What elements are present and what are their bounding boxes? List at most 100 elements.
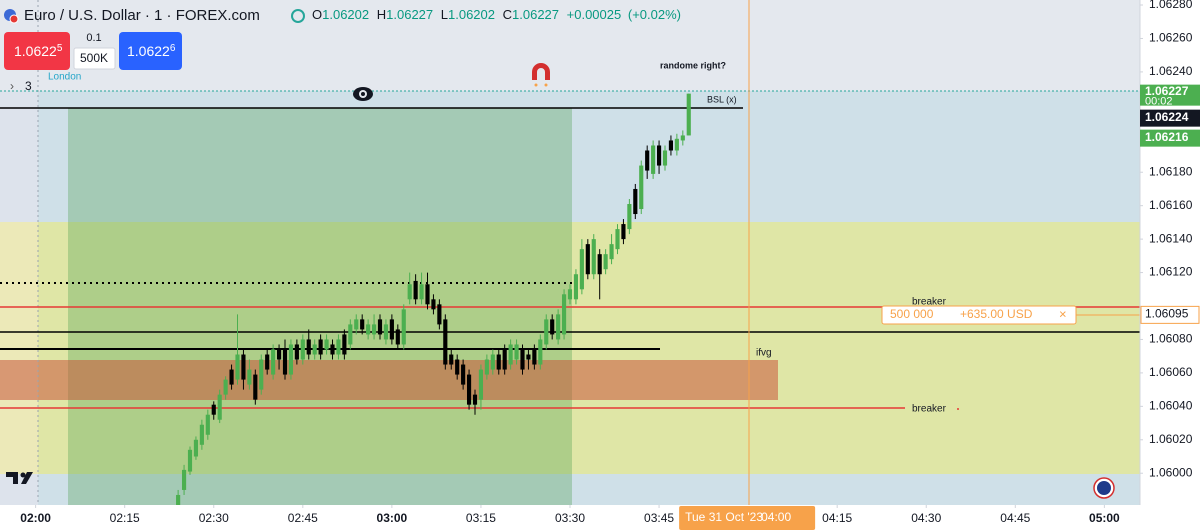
trade-panel: 1.06225 0.1 500K 1.06226 — [4, 32, 182, 70]
y-tick-label: 1.06060 — [1149, 365, 1193, 379]
y-tick-label: 1.06080 — [1149, 332, 1193, 346]
candle-body — [443, 319, 448, 365]
x-tick-label: 02:15 — [110, 511, 140, 525]
market-status[interactable] — [291, 9, 305, 23]
candle-body — [181, 469, 187, 490]
candle-body — [271, 349, 276, 375]
y-tick-label: 1.06160 — [1149, 198, 1193, 212]
candle-body — [366, 324, 371, 335]
x-tick-label: 04:30 — [911, 511, 941, 525]
y-tick-label: 1.06000 — [1149, 465, 1193, 479]
candle-body — [609, 244, 614, 260]
y-tick-label: 1.06020 — [1149, 432, 1193, 446]
x-tick-label: 03:30 — [555, 511, 585, 525]
candle-body — [389, 319, 394, 340]
buy-price[interactable]: 1.06226 — [127, 43, 176, 59]
magnet-icon — [532, 63, 550, 87]
collapse-arrow[interactable]: › — [10, 79, 14, 93]
sell-button[interactable] — [4, 32, 70, 70]
last-price-label: 1.06227 — [1145, 84, 1189, 98]
candle-body — [680, 135, 685, 141]
candle-body — [674, 138, 679, 151]
plot-background — [0, 0, 1140, 505]
candle-body — [472, 394, 478, 405]
candle-body — [662, 150, 668, 166]
x-tick-label: 05:00 — [1089, 511, 1120, 525]
sell-pip: 5 — [57, 43, 63, 54]
candle-body — [651, 145, 656, 174]
y-tick-label: 1.06260 — [1149, 31, 1193, 45]
candle-body — [579, 249, 584, 290]
eye-icon[interactable] — [353, 87, 373, 101]
candle-body — [342, 334, 347, 355]
candle-body — [401, 309, 406, 345]
time-axis[interactable] — [0, 505, 1140, 531]
candle-body — [526, 354, 531, 360]
quantity-box[interactable] — [73, 47, 116, 70]
sell-price[interactable]: 1.06225 — [14, 43, 63, 59]
buy-button[interactable] — [119, 32, 182, 70]
candle-body — [455, 359, 460, 375]
axis-labels: 1.06000 1.06020 1.06040 1.06060 1.06080 1.061… — [20, 0, 1192, 525]
candle-body — [265, 354, 270, 370]
candle-body — [603, 254, 608, 270]
x-tick-label: 02:45 — [288, 511, 318, 525]
symbol-flag — [9, 14, 19, 24]
tv-logo[interactable] — [6, 472, 33, 484]
candle-body — [490, 354, 495, 370]
globe-icon[interactable] — [1093, 477, 1115, 499]
candle-body — [371, 324, 377, 335]
candle-body — [336, 339, 341, 355]
legend-key: L — [441, 7, 448, 22]
legend-key: O — [312, 7, 322, 22]
last-price-box — [1140, 84, 1200, 106]
candle-body — [466, 374, 472, 405]
candle-body — [300, 339, 305, 360]
candle-body — [627, 204, 632, 230]
candle-body — [193, 439, 199, 457]
candle-body — [461, 364, 466, 385]
x-tick-label: 03:00 — [377, 511, 408, 525]
candle-body — [318, 339, 323, 355]
symbol-title[interactable]: Euro / U.S. Dollar · 1 · FOREX.com — [24, 7, 260, 24]
quantity[interactable]: 500K — [80, 51, 108, 65]
sell-price-main: 1.0622 — [14, 43, 57, 59]
candle-body — [229, 369, 234, 385]
y-tick-label: 1.06120 — [1149, 265, 1193, 279]
legend-value: 1.06202 — [322, 7, 369, 22]
indicator-count[interactable]: 3 — [25, 79, 32, 93]
candle-body — [633, 188, 638, 215]
y-tick-label: 1.06140 — [1149, 231, 1193, 245]
candle-body — [241, 354, 246, 380]
candle-body — [645, 150, 650, 171]
breaker-label: breaker — [912, 404, 947, 415]
position-price-box — [1140, 305, 1200, 324]
position-close[interactable]: × — [1059, 306, 1067, 321]
legend-value: 1.06227 — [512, 7, 559, 22]
note-label: randome right? — [660, 60, 726, 70]
legend-value: 1.06227 — [386, 7, 433, 22]
quantity-step: 0.1 — [86, 32, 101, 44]
price-label: 1.06224 — [1145, 110, 1189, 124]
candle-body — [508, 344, 513, 365]
position-tool[interactable]: 500 000 +635.00 USD × — [881, 305, 1140, 325]
position-pnl: +635.00 USD — [960, 307, 1033, 321]
candle-body — [211, 404, 216, 415]
breaker-dot — [957, 408, 959, 410]
candle-body — [205, 414, 210, 435]
candle-body — [288, 344, 294, 375]
y-tick-label: 1.06180 — [1149, 164, 1193, 178]
candle-body — [425, 284, 430, 305]
legend-change-pct: (+0.02%) — [628, 7, 681, 22]
y-tick-label: 1.06240 — [1149, 64, 1193, 78]
bsl-label: BSL (x) — [707, 94, 737, 104]
legend-value: 1.06202 — [448, 7, 495, 22]
candle-body — [223, 379, 228, 395]
x-tick-label: 03:45 — [644, 511, 674, 525]
candle-body — [449, 354, 454, 365]
candle-body — [217, 394, 222, 420]
candle-body — [187, 449, 193, 472]
